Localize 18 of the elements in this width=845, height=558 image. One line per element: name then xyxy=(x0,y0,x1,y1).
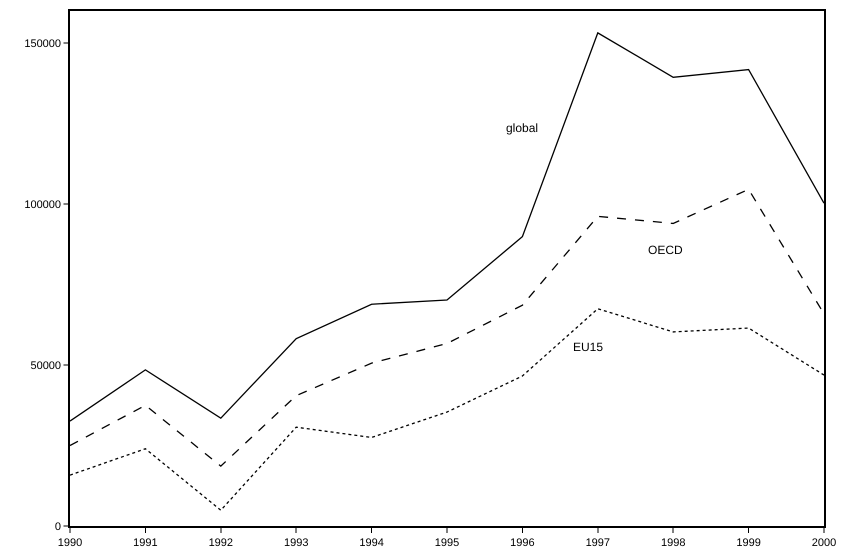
x-tick-label: 1999 xyxy=(736,536,761,549)
y-tick-label: 0 xyxy=(54,520,62,533)
x-tick-label: 1993 xyxy=(284,536,308,549)
x-tick-label: 1996 xyxy=(510,536,535,549)
x-tick-label: 1998 xyxy=(660,536,686,549)
series-label: EU15 xyxy=(573,340,604,354)
series-label: global xyxy=(506,121,538,135)
x-tick-label: 1990 xyxy=(58,536,82,549)
y-tick-label: 150000 xyxy=(24,38,62,50)
series-label: OECD xyxy=(648,243,684,257)
x-tick-label: 1992 xyxy=(208,536,234,549)
x-tick-label: 1991 xyxy=(133,536,158,549)
x-tick-label: 1995 xyxy=(434,536,460,549)
y-tick-label: 50000 xyxy=(30,360,62,372)
y-tick-label: 100000 xyxy=(24,198,62,211)
x-tick-label: 2000 xyxy=(812,536,836,549)
x-tick-label: 1997 xyxy=(586,536,610,549)
x-tick-label: 1994 xyxy=(359,536,384,549)
